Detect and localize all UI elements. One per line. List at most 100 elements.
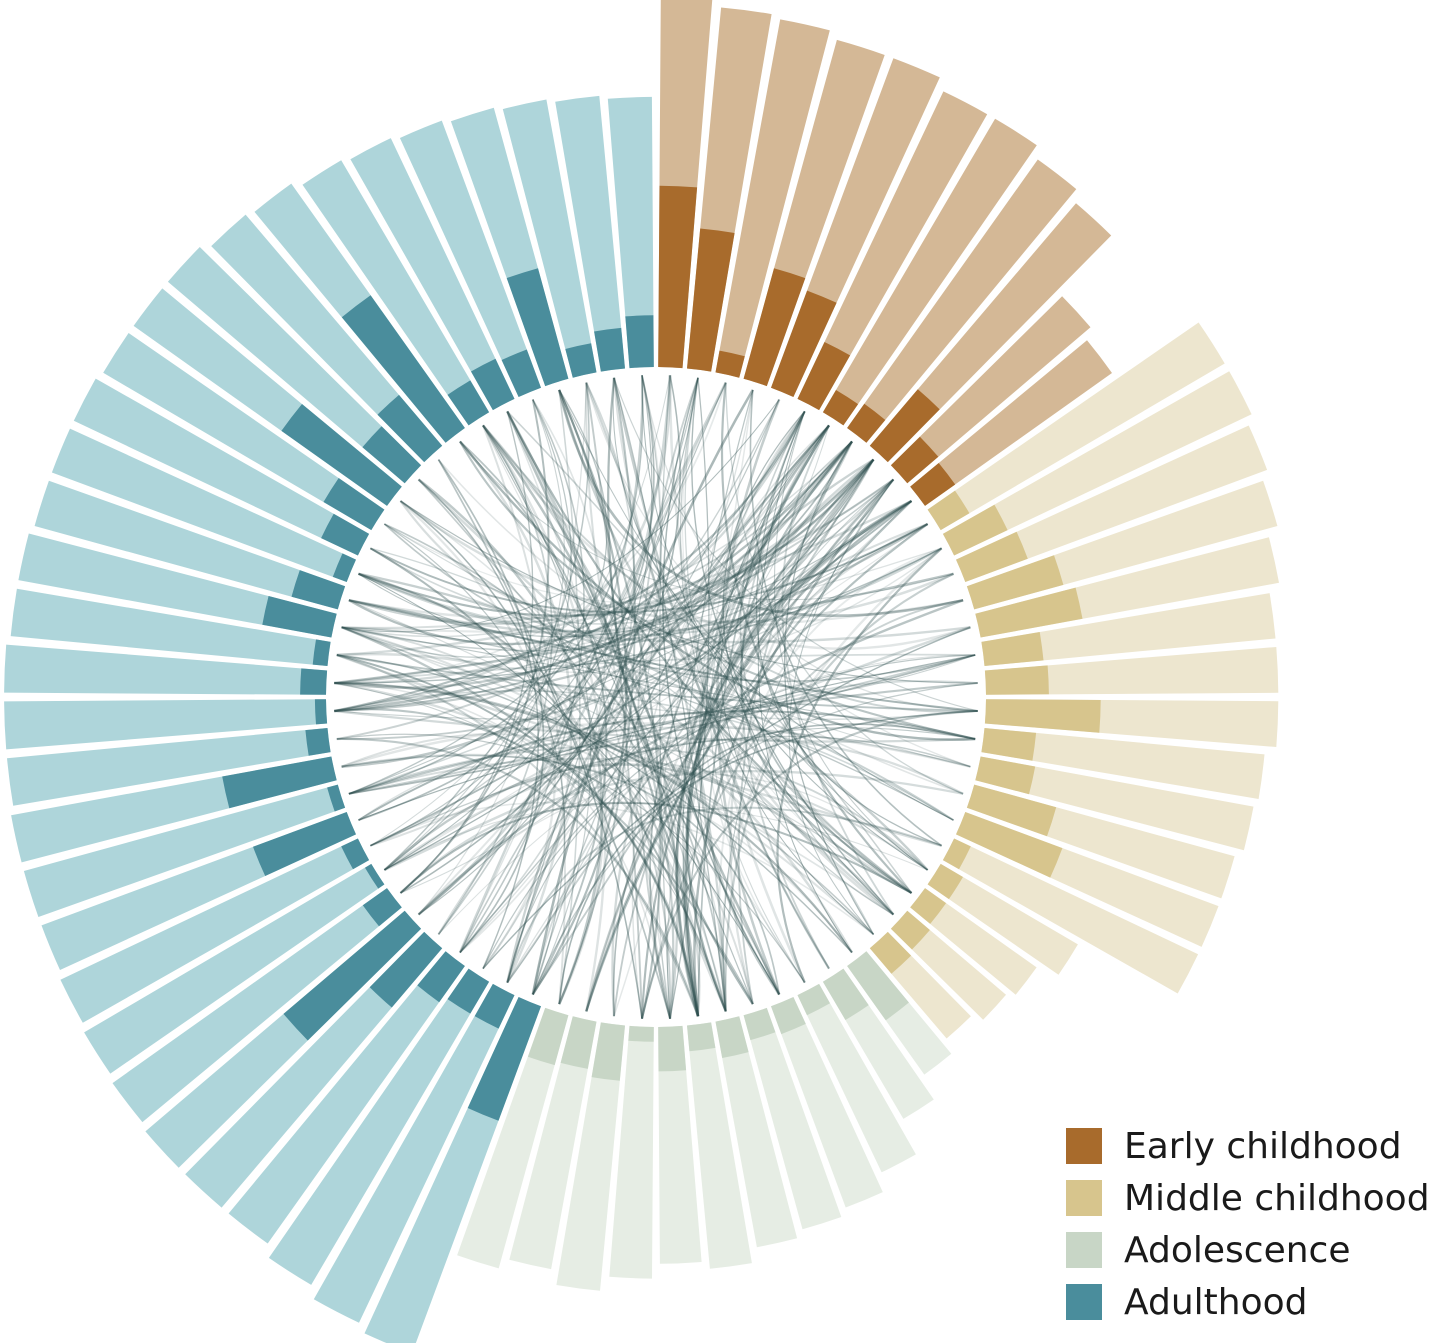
bar-inner-middle-childhood-4: [966, 555, 1064, 610]
chord-link: [437, 459, 545, 954]
chord-link: [369, 547, 727, 1012]
chord-link: [482, 626, 971, 970]
chord-link: [613, 459, 875, 1017]
bar-adulthood-24: [211, 214, 443, 463]
chord-link: [506, 806, 942, 983]
chord-link: [341, 753, 853, 953]
chord-link: [417, 478, 895, 916]
chord-link: [358, 500, 912, 638]
chord-link: [418, 478, 539, 969]
bar-adolescence-11: [509, 1016, 597, 1270]
chord-link: [506, 411, 727, 1012]
chord-link: [532, 459, 875, 996]
bar-adolescence-10: [556, 1022, 625, 1291]
chord-link: [334, 682, 727, 1012]
chord-link: [348, 599, 955, 822]
chord-link: [558, 710, 978, 1005]
bar-inner-adulthood-14: [314, 699, 328, 725]
chord-link: [348, 523, 928, 795]
bar-adulthood-26: [302, 160, 490, 426]
chord-link: [459, 440, 976, 741]
chord-link: [358, 572, 672, 1019]
bar-inner-adulthood-28: [501, 349, 541, 397]
chord-link: [459, 382, 635, 954]
bar-adolescence-6: [715, 1016, 798, 1248]
chord-link: [640, 709, 978, 1019]
bar-inner-middle-childhood-11: [966, 784, 1057, 837]
chord-link: [341, 547, 943, 674]
bar-inner-middle-childhood-17: [869, 931, 912, 974]
chord-link: [400, 500, 978, 684]
chord-link: [437, 424, 553, 935]
chord-link: [341, 626, 727, 1012]
chord-link: [400, 411, 534, 894]
chord-link: [358, 654, 976, 821]
bar-early-childhood-7: [822, 118, 1037, 426]
chord-link: [482, 424, 607, 1012]
chord-link: [558, 389, 581, 1005]
chord-link: [684, 377, 830, 969]
chord-link: [585, 500, 913, 1012]
chord-link: [383, 738, 964, 871]
legend-swatch: [1066, 1180, 1102, 1216]
chord-link: [417, 478, 780, 995]
chord-link: [418, 375, 653, 915]
chord-link: [558, 377, 636, 1005]
chord-link: [506, 410, 781, 996]
chord-link: [781, 424, 895, 916]
chord-link: [612, 377, 830, 970]
chord-link: [506, 410, 913, 894]
chord-link: [585, 382, 971, 768]
chord-link: [341, 626, 954, 821]
chord-link: [341, 599, 964, 634]
bar-inner-adolescence-7: [687, 1022, 716, 1052]
bar-inner-adulthood-29: [506, 268, 569, 387]
chord-link: [384, 523, 928, 871]
chord-link: [341, 440, 854, 768]
bar-adulthood-27: [350, 138, 515, 411]
chord-link: [383, 763, 895, 916]
chord-link: [336, 653, 942, 847]
chord-link: [437, 523, 928, 935]
bar-inner-adulthood-23: [362, 426, 422, 484]
chord-link: [783, 441, 875, 935]
bar-early-childhood-8: [847, 159, 1077, 443]
bar-inner-middle-childhood-15: [910, 888, 947, 924]
bar-inner-adulthood-17: [262, 596, 337, 638]
bar-inner-early-childhood-4: [743, 268, 806, 387]
chord-link: [482, 425, 592, 995]
bar-inner-early-childhood-9: [869, 389, 940, 463]
chord-link: [336, 733, 806, 983]
chord-link: [417, 478, 604, 1005]
chord-link: [482, 424, 700, 1017]
chord-link: [531, 680, 978, 995]
chord-link: [725, 410, 913, 894]
chord-link: [585, 523, 929, 1012]
chord-link: [691, 377, 894, 915]
chord-link: [725, 382, 964, 795]
chord-link: [334, 653, 976, 684]
legend-item-adolescence: Adolescence: [1066, 1224, 1430, 1276]
bar-inner-middle-childhood-14: [927, 863, 963, 900]
bar-inner-adulthood-21: [323, 478, 385, 531]
bar-inner-middle-childhood-3: [956, 531, 1028, 582]
chord-link: [649, 440, 853, 1019]
chord-link: [506, 375, 662, 983]
chord-link: [334, 572, 954, 685]
chord-link: [459, 399, 585, 953]
chord-link: [384, 523, 566, 995]
legend-label: Middle childhood: [1124, 1177, 1430, 1219]
bar-adulthood-4: [228, 951, 465, 1244]
chord-link: [669, 377, 710, 1019]
bar-adulthood-30: [502, 99, 597, 378]
bar-inner-middle-childhood-9: [981, 728, 1037, 761]
bar-inner-adulthood-12: [222, 756, 337, 809]
chord-link: [348, 599, 912, 894]
chord-link: [709, 441, 853, 983]
chord-link: [531, 389, 628, 996]
bar-inner-early-childhood-1: [658, 185, 698, 369]
chord-link: [334, 682, 671, 1019]
chord-link: [370, 735, 971, 847]
bar-adolescence-3: [797, 983, 916, 1173]
chord-link: [482, 654, 976, 969]
